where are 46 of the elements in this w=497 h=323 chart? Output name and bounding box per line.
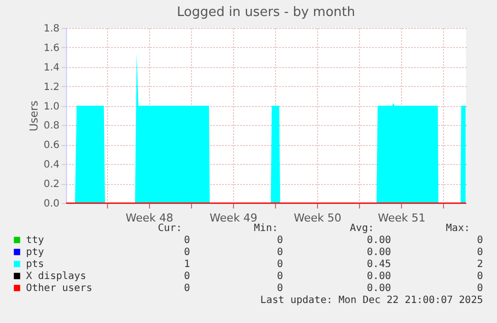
- text: 0: [476, 271, 483, 282]
- text: 0: [184, 235, 190, 246]
- text: Avg:: [350, 223, 374, 234]
- text: 0: [276, 235, 283, 246]
- text: 0: [476, 235, 483, 246]
- text: Last update: Mon Dec 22 21:00:07 2025: [260, 295, 483, 306]
- text: Min:: [254, 223, 278, 234]
- text: 0: [276, 259, 283, 270]
- text: Max:: [446, 223, 470, 234]
- x-tick-label: Week 51: [378, 212, 426, 224]
- y-tick-label: 0.6: [44, 140, 60, 152]
- legend-label: X displays: [26, 271, 86, 282]
- text: 2: [476, 259, 483, 270]
- y-tick-label: 0.2: [44, 179, 60, 190]
- x-tick-label: Week 50: [294, 212, 342, 224]
- text: 0.00: [366, 247, 391, 258]
- x-tick-label: Week 49: [210, 212, 258, 224]
- text: 0: [184, 283, 190, 294]
- y-tick-label: 1.4: [44, 62, 60, 74]
- y-axis-title: Users: [28, 100, 41, 132]
- text: 0.45: [366, 259, 391, 270]
- text: 0: [276, 271, 283, 282]
- legend-label: Other users: [26, 283, 92, 294]
- x-tick-label: Week 48: [126, 212, 174, 224]
- text: 0: [476, 283, 483, 294]
- text: Cur:: [158, 223, 182, 234]
- y-tick-label: 0.8: [44, 120, 60, 132]
- y-tick-label: 1.6: [44, 42, 60, 54]
- text: 0: [476, 247, 483, 258]
- y-tick-label: 0.0: [44, 198, 60, 210]
- y-tick-label: 1.2: [44, 82, 60, 93]
- text: 0.00: [366, 271, 391, 282]
- legend-label: pty: [26, 247, 44, 258]
- chart-title: Logged in users - by month: [176, 5, 356, 20]
- text: 0: [276, 283, 283, 294]
- text: 0: [184, 247, 190, 258]
- text: 0.00: [366, 235, 391, 246]
- text: 0: [184, 271, 190, 282]
- y-tick-label: 1.0: [44, 101, 60, 112]
- y-tick-label: 1.8: [44, 24, 60, 34]
- legend-label: tty: [26, 235, 44, 246]
- text: 1: [184, 259, 190, 270]
- text: 0: [276, 247, 283, 258]
- legend-label: pts: [26, 259, 44, 270]
- y-tick-label: 0.4: [44, 160, 60, 171]
- text: 0.00: [366, 283, 391, 294]
